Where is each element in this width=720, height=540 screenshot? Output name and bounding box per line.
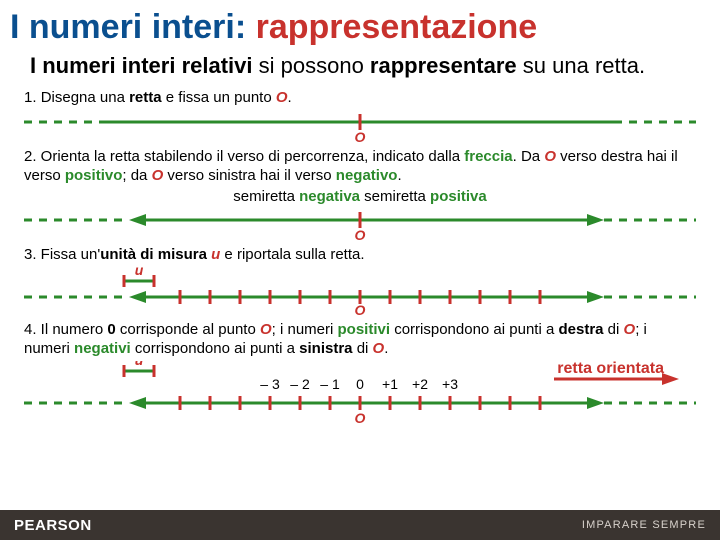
semi-neg: negativa xyxy=(299,188,360,205)
tick-p3: +3 xyxy=(442,376,458,392)
s4-pos: positivi xyxy=(338,321,391,338)
s4-t5: di xyxy=(604,321,624,338)
s2-neg: negativo xyxy=(336,167,398,184)
footer-tag: IMPARARE SEMPRE xyxy=(582,519,706,531)
s4-t8: di xyxy=(353,340,373,357)
diagram-2: O xyxy=(24,208,696,242)
s2-pos: positivo xyxy=(65,167,123,184)
s2-t5: verso sinistra hai il verso xyxy=(163,167,336,184)
s2-t4: ; da xyxy=(122,167,151,184)
subtitle: I numeri interi relativi si possono rapp… xyxy=(0,51,720,85)
s4-o2: O xyxy=(624,321,636,338)
d2-o-label: O xyxy=(355,227,366,242)
s2-freccia: freccia xyxy=(464,148,512,165)
s4-o1: O xyxy=(260,321,272,338)
semi-pos-pre: semiretta xyxy=(360,188,430,205)
subtitle-t1: si possono xyxy=(253,53,370,78)
s4-dx: destra xyxy=(558,321,603,338)
step-1: 1. Disegna una retta e fissa un punto O. xyxy=(24,89,696,108)
s2-t6: . xyxy=(397,167,401,184)
tick-0: 0 xyxy=(356,376,364,392)
s2-t2: . Da xyxy=(513,148,545,165)
s1-num: 1. xyxy=(24,89,41,106)
tick-p2: +2 xyxy=(412,376,428,392)
s1-t2: e fissa un punto xyxy=(162,89,276,106)
s1-t1: Disegna una xyxy=(41,89,129,106)
semi-pos: positiva xyxy=(430,188,487,205)
s3-b1: unità di misura xyxy=(100,246,211,263)
s4-t3: ; i numeri xyxy=(272,321,338,338)
s4-neg: negativi xyxy=(74,340,131,357)
s3-u: u xyxy=(211,246,220,263)
d3-u-label: u xyxy=(135,267,144,278)
subtitle-b1: I numeri interi relativi xyxy=(30,53,253,78)
s4-t2: corrisponde al punto xyxy=(116,321,260,338)
page-title: I numeri interi: rappresentazione xyxy=(0,0,720,51)
s3-t1: 3. Fissa un' xyxy=(24,246,100,263)
s3-t2: e riportala sulla retta. xyxy=(220,246,364,263)
tick-p1: +1 xyxy=(382,376,398,392)
tick-m1: – 1 xyxy=(320,376,340,392)
s4-sx: sinistra xyxy=(299,340,352,357)
s4-t4: corrispondono ai punti a xyxy=(390,321,558,338)
diagram-3: u O xyxy=(24,267,696,317)
s4-t9: . xyxy=(384,340,388,357)
s4-o3: O xyxy=(373,340,385,357)
s2-t1: 2. Orienta la retta stabilendo il verso … xyxy=(24,148,464,165)
diagram-4: u retta orientata – 3 – 2 – 1 0 +1 +2 +3 xyxy=(24,361,696,427)
semirette-labels: semiretta negativa semiretta positiva xyxy=(24,188,696,207)
step-4: 4. Il numero 0 corrisponde al punto O; i… xyxy=(24,321,696,359)
s1-b1: retta xyxy=(129,89,162,106)
retta-orientata-label: retta orientata xyxy=(557,361,664,377)
d4-u-label: u xyxy=(135,361,144,368)
s1-t3: . xyxy=(288,89,292,106)
semi-neg-pre: semiretta xyxy=(233,188,299,205)
title-blue: I numeri interi: xyxy=(10,8,246,46)
d3-o-label: O xyxy=(355,302,366,317)
subtitle-t2: su una retta. xyxy=(517,53,645,78)
tick-m2: – 2 xyxy=(290,376,310,392)
s4-t1: 4. Il numero xyxy=(24,321,107,338)
d1-o-label: O xyxy=(355,129,366,144)
tick-m3: – 3 xyxy=(260,376,280,392)
content: 1. Disegna una retta e fissa un punto O.… xyxy=(0,89,720,426)
s4-z: 0 xyxy=(107,321,115,338)
footer: PEARSON IMPARARE SEMPRE xyxy=(0,510,720,540)
title-red: rappresentazione xyxy=(246,8,537,46)
s1-o: O xyxy=(276,89,288,106)
d4-o-label: O xyxy=(355,410,366,426)
step-2: 2. Orienta la retta stabilendo il verso … xyxy=(24,148,696,186)
footer-brand: PEARSON xyxy=(14,517,92,534)
subtitle-b2: rappresentare xyxy=(370,53,517,78)
s2-o1: O xyxy=(544,148,556,165)
s4-t7: corrispondono ai punti a xyxy=(131,340,299,357)
s2-o2: O xyxy=(152,167,164,184)
diagram-1: O xyxy=(24,110,696,144)
step-3: 3. Fissa un'unità di misura u e riportal… xyxy=(24,246,696,265)
